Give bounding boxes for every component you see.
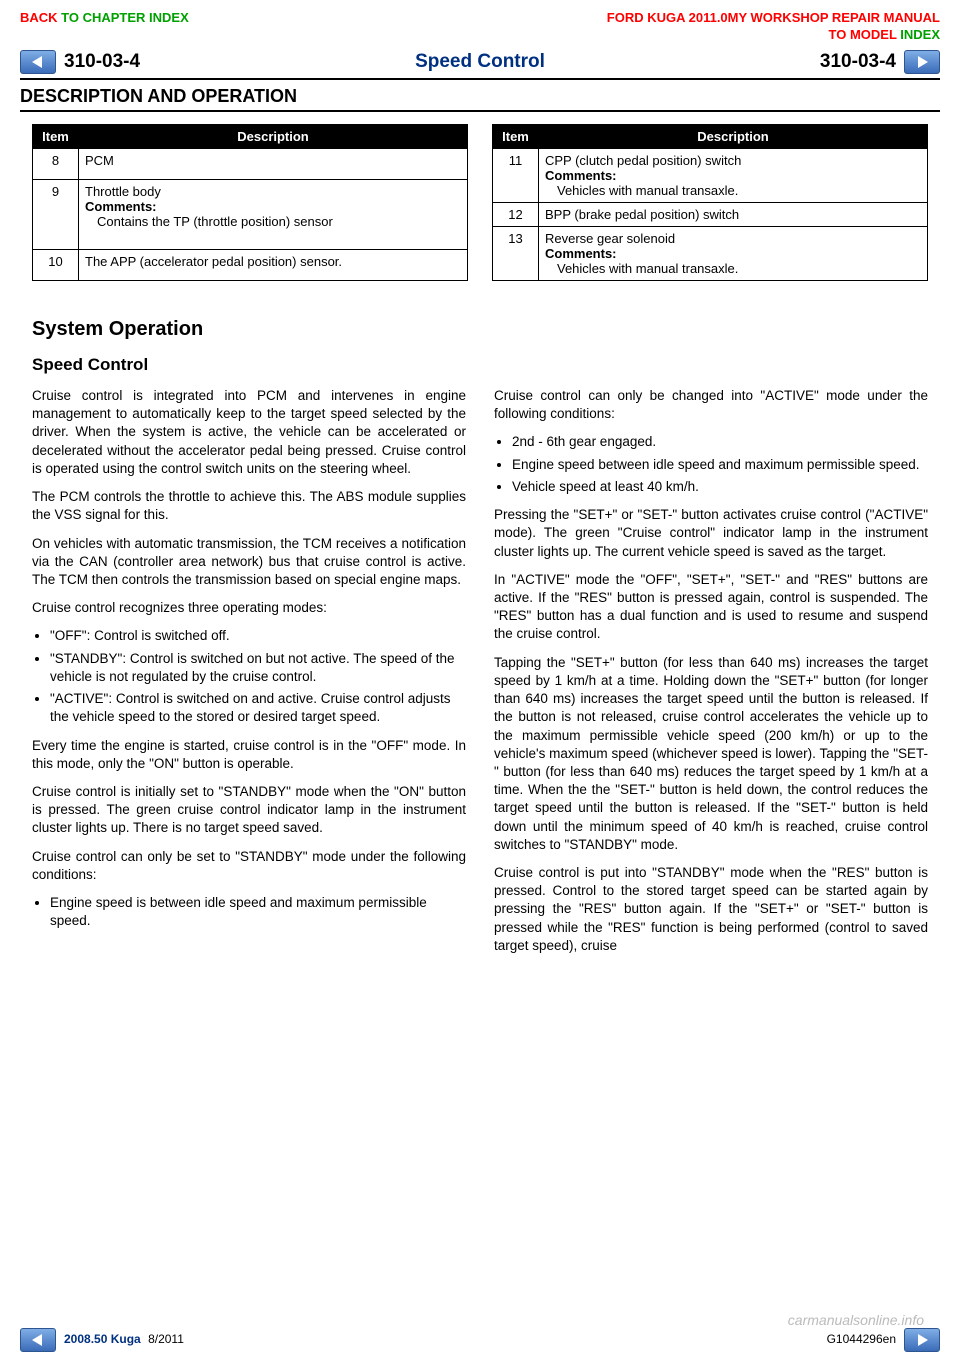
- col-item-header: Item: [493, 125, 539, 149]
- modes-list: "OFF": Control is switched off. "STANDBY…: [50, 627, 466, 726]
- back-rest: TO CHAPTER INDEX: [61, 10, 189, 25]
- table-row: 10 The APP (accelerator pedal position) …: [33, 249, 468, 280]
- body-paragraph: Cruise control can only be set to "STAND…: [32, 848, 466, 884]
- section-code-left: 310-03-: [64, 51, 130, 72]
- item-no: 9: [33, 180, 79, 250]
- section-number-right: 310-03-4: [820, 51, 896, 73]
- to-model-index: INDEX: [900, 27, 940, 42]
- col-item-header: Item: [33, 125, 79, 149]
- footer-model-name: 2008.50 Kuga: [64, 1332, 141, 1346]
- description-tables: Item Description 8 PCM 9 Throttle body C…: [32, 124, 928, 281]
- next-page-bottom-button[interactable]: [904, 1328, 940, 1352]
- back-to-chapter-link[interactable]: BACK TO CHAPTER INDEX: [20, 10, 189, 42]
- list-item: Vehicle speed at least 40 km/h.: [512, 478, 928, 496]
- body-paragraph: Tapping the "SET+" button (for less than…: [494, 654, 928, 854]
- to-model-index-link[interactable]: TO MODEL INDEX: [607, 27, 940, 42]
- desc-main: Throttle body: [85, 184, 161, 199]
- col-desc-header: Description: [79, 125, 468, 149]
- item-desc: PCM: [79, 149, 468, 180]
- body-paragraph: Cruise control is put into "STANDBY" mod…: [494, 864, 928, 955]
- item-no: 13: [493, 227, 539, 281]
- body-paragraph: Pressing the "SET+" or "SET-" button act…: [494, 506, 928, 561]
- item-no: 8: [33, 149, 79, 180]
- comments-label: Comments:: [545, 168, 617, 183]
- body-paragraph: Cruise control can only be changed into …: [494, 387, 928, 423]
- back-word: BACK: [20, 10, 61, 25]
- table-row: 12 BPP (brake pedal position) switch: [493, 203, 928, 227]
- page-seq-left: 4: [130, 51, 141, 72]
- document-title: Speed Control: [415, 51, 545, 73]
- section-code-right: 310-03-: [820, 51, 886, 72]
- arrow-right-icon: [914, 55, 930, 69]
- item-desc: CPP (clutch pedal position) switch Comme…: [539, 149, 928, 203]
- table-row: 11 CPP (clutch pedal position) switch Co…: [493, 149, 928, 203]
- desc-main: Reverse gear solenoid: [545, 231, 675, 246]
- body-paragraph: Cruise control is initially set to "STAN…: [32, 783, 466, 838]
- body-content: System Operation Speed Control Cruise co…: [32, 310, 928, 955]
- item-description-table-left: Item Description 8 PCM 9 Throttle body C…: [32, 124, 468, 281]
- section-number-left: 310-03-4: [64, 51, 140, 73]
- comments-text: Vehicles with manual transaxle.: [545, 183, 921, 198]
- manual-title: FORD KUGA 2011.0MY WORKSHOP REPAIR MANUA…: [607, 10, 940, 25]
- description-operation-heading: DESCRIPTION AND OPERATION: [20, 86, 940, 109]
- footer-reference-number: G1044296en: [827, 1332, 896, 1346]
- to-model-label: TO MODEL: [829, 27, 901, 42]
- list-item: Engine speed is between idle speed and m…: [50, 894, 466, 930]
- list-item: "OFF": Control is switched off.: [50, 627, 466, 645]
- desc-op-rule: [20, 110, 940, 112]
- watermark-text: carmanualsonline.info: [788, 1312, 924, 1328]
- top-nav-bar: BACK TO CHAPTER INDEX FORD KUGA 2011.0MY…: [0, 10, 960, 42]
- header-rule: [20, 78, 940, 80]
- item-description-table-right: Item Description 11 CPP (clutch pedal po…: [492, 124, 928, 281]
- col-desc-header: Description: [539, 125, 928, 149]
- top-right-links: FORD KUGA 2011.0MY WORKSHOP REPAIR MANUA…: [607, 10, 940, 42]
- body-paragraph: On vehicles with automatic transmission,…: [32, 535, 466, 590]
- footer-model-year: 8/2011: [148, 1332, 184, 1346]
- body-paragraph: The PCM controls the throttle to achieve…: [32, 488, 466, 524]
- speed-control-heading: Speed Control: [32, 355, 928, 375]
- page-footer: 2008.50 Kuga 8/2011 G1044296en: [64, 1332, 896, 1346]
- item-desc: BPP (brake pedal position) switch: [539, 203, 928, 227]
- comments-label: Comments:: [85, 199, 157, 214]
- item-desc: Reverse gear solenoid Comments: Vehicles…: [539, 227, 928, 281]
- active-conditions-list: 2nd - 6th gear engaged. Engine speed bet…: [512, 433, 928, 496]
- list-item: "STANDBY": Control is switched on but no…: [50, 650, 466, 686]
- table-row: 13 Reverse gear solenoid Comments: Vehic…: [493, 227, 928, 281]
- page-seq-right: 4: [885, 51, 896, 72]
- body-two-column: Cruise control is integrated into PCM an…: [32, 387, 928, 955]
- item-no: 12: [493, 203, 539, 227]
- item-no: 10: [33, 249, 79, 280]
- item-no: 11: [493, 149, 539, 203]
- comments-text: Vehicles with manual transaxle.: [545, 261, 921, 276]
- arrow-right-icon: [914, 1333, 930, 1347]
- list-item: "ACTIVE": Control is switched on and act…: [50, 690, 466, 726]
- desc-main: CPP (clutch pedal position) switch: [545, 153, 741, 168]
- body-paragraph: Cruise control recognizes three operatin…: [32, 599, 466, 617]
- body-paragraph: In "ACTIVE" mode the "OFF", "SET+", "SET…: [494, 571, 928, 644]
- system-operation-heading: System Operation: [32, 318, 928, 341]
- item-desc: The APP (accelerator pedal position) sen…: [79, 249, 468, 280]
- page-header: 310-03-4 Speed Control 310-03-4: [64, 50, 896, 74]
- item-desc: Throttle body Comments: Contains the TP …: [79, 180, 468, 250]
- comments-label: Comments:: [545, 246, 617, 261]
- next-page-top-button[interactable]: [904, 50, 940, 74]
- arrow-left-icon: [30, 55, 46, 69]
- comments-text: Contains the TP (throttle position) sens…: [85, 214, 461, 229]
- table-row: 9 Throttle body Comments: Contains the T…: [33, 180, 468, 250]
- prev-page-bottom-button[interactable]: [20, 1328, 56, 1352]
- footer-model: 2008.50 Kuga 8/2011: [64, 1332, 184, 1346]
- list-item: 2nd - 6th gear engaged.: [512, 433, 928, 451]
- arrow-left-icon: [30, 1333, 46, 1347]
- body-paragraph: Cruise control is integrated into PCM an…: [32, 387, 466, 478]
- standby-conditions-list: Engine speed is between idle speed and m…: [50, 894, 466, 930]
- table-row: 8 PCM: [33, 149, 468, 180]
- body-paragraph: Every time the engine is started, cruise…: [32, 737, 466, 773]
- list-item: Engine speed between idle speed and maxi…: [512, 456, 928, 474]
- prev-page-top-button[interactable]: [20, 50, 56, 74]
